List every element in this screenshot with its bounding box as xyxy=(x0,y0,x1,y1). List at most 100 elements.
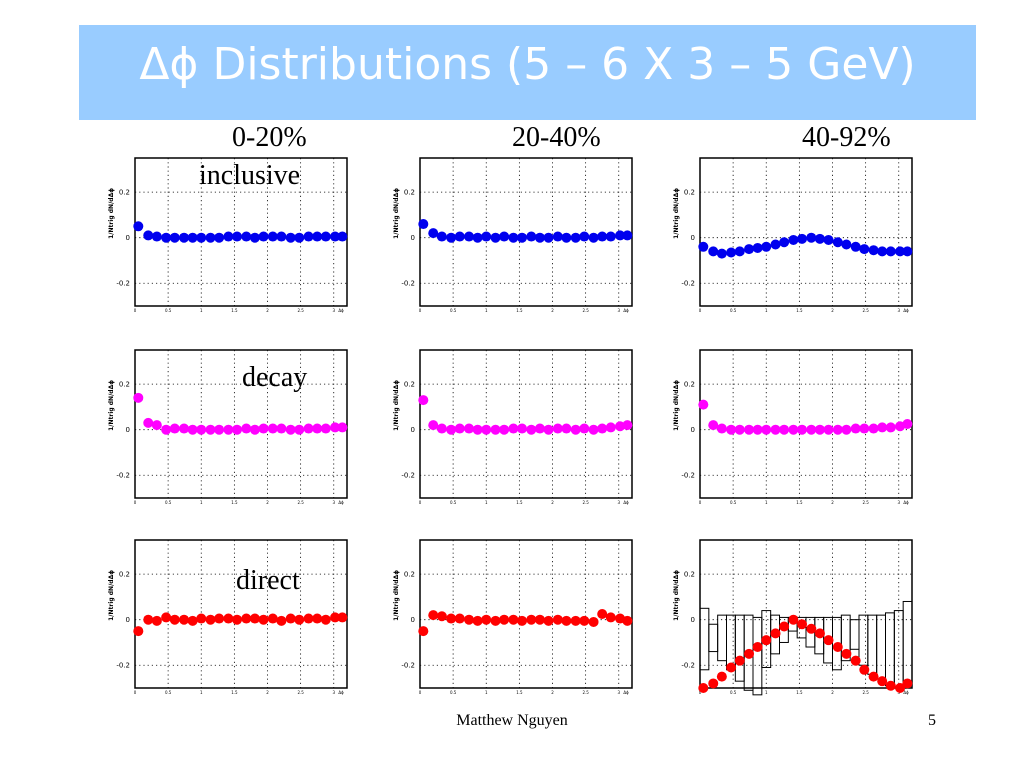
data-point xyxy=(885,680,896,691)
y-tick-label: -0.2 xyxy=(116,280,130,288)
x-tick-label: 1 xyxy=(200,308,203,313)
data-point xyxy=(294,424,305,435)
data-point xyxy=(779,621,790,632)
data-point xyxy=(337,422,348,433)
y-tick-label: 0 xyxy=(691,616,695,624)
data-point xyxy=(814,628,825,639)
data-point xyxy=(902,419,913,429)
x-tick-label: 1.5 xyxy=(231,500,238,505)
data-point xyxy=(622,230,633,241)
data-point xyxy=(877,422,888,433)
data-point xyxy=(752,424,763,435)
x-tick-label: 1 xyxy=(485,308,488,313)
x-axis-label: Δϕ xyxy=(338,690,344,695)
data-point xyxy=(561,423,572,434)
data-point xyxy=(543,424,554,435)
data-point xyxy=(517,423,528,434)
data-point xyxy=(161,232,172,243)
x-tick-label: 0 xyxy=(134,500,137,505)
data-point xyxy=(499,424,510,435)
data-point xyxy=(552,231,563,242)
data-point xyxy=(885,246,896,257)
data-point xyxy=(436,231,447,242)
data-point xyxy=(885,422,896,433)
plot-frame xyxy=(134,157,348,307)
data-point xyxy=(214,613,225,624)
data-point xyxy=(698,399,709,410)
data-point xyxy=(761,241,772,252)
data-point xyxy=(902,678,913,689)
data-point xyxy=(179,423,190,434)
x-tick-label: 1 xyxy=(200,690,203,695)
y-tick-label: 0.2 xyxy=(404,381,415,389)
data-point xyxy=(605,231,616,242)
data-point xyxy=(294,614,305,625)
x-tick-label: 2.5 xyxy=(862,500,869,505)
x-tick-label: 0.5 xyxy=(730,500,737,505)
y-tick-label: -0.2 xyxy=(116,472,130,480)
x-tick-label: 2 xyxy=(831,308,834,313)
data-point xyxy=(428,228,439,239)
data-point xyxy=(552,423,563,434)
data-point xyxy=(708,678,719,689)
data-point xyxy=(436,611,447,622)
y-tick-label: 0.2 xyxy=(684,189,695,197)
y-tick-label: 0 xyxy=(691,234,695,242)
data-point xyxy=(716,423,727,434)
data-point xyxy=(241,613,252,624)
data-point xyxy=(490,615,501,626)
y-axis-label: 1/Ntrig dN/dΔϕ xyxy=(393,188,400,239)
data-point xyxy=(734,424,745,435)
data-point xyxy=(303,231,314,242)
data-point xyxy=(267,423,278,434)
data-point xyxy=(605,612,616,623)
x-tick-label: 2 xyxy=(551,690,554,695)
data-point xyxy=(418,219,429,230)
data-point xyxy=(841,424,852,435)
plot-inclusive-0: 0 0.5 1 1.5 2 2.5 3 -0.2 0 0.2 1/Ntrig dN/dΔϕ Δϕ xyxy=(108,157,348,313)
data-point xyxy=(716,671,727,682)
data-point xyxy=(205,614,216,625)
data-point xyxy=(241,231,252,242)
data-point xyxy=(543,615,554,626)
data-point xyxy=(161,424,172,435)
data-point xyxy=(232,614,243,625)
data-point xyxy=(179,232,190,243)
data-point xyxy=(312,423,323,434)
y-tick-label: 0 xyxy=(411,426,415,434)
x-tick-label: 1 xyxy=(485,690,488,695)
data-point xyxy=(570,615,581,626)
data-point xyxy=(320,423,331,434)
y-tick-label: -0.2 xyxy=(681,662,695,670)
y-axis-label: 1/Ntrig dN/dΔϕ xyxy=(673,380,680,431)
data-point xyxy=(561,615,572,626)
data-point xyxy=(196,613,207,624)
data-point xyxy=(446,232,457,243)
y-tick-label: 0 xyxy=(411,234,415,242)
data-point xyxy=(788,614,799,625)
data-point xyxy=(508,232,519,243)
data-point xyxy=(337,612,348,623)
page-number: 5 xyxy=(928,712,936,729)
data-point xyxy=(133,626,144,637)
x-tick-label: 1.5 xyxy=(516,690,523,695)
data-point xyxy=(312,231,323,242)
data-point xyxy=(823,424,834,435)
data-point xyxy=(481,424,492,435)
x-tick-label: 2 xyxy=(831,500,834,505)
data-point xyxy=(454,423,465,434)
data-point xyxy=(902,246,913,257)
data-point xyxy=(770,628,781,639)
x-tick-label: 0.5 xyxy=(165,690,172,695)
column-label-40-92: 40-92% xyxy=(802,122,891,153)
data-point xyxy=(481,614,492,625)
data-point xyxy=(312,613,323,624)
data-point xyxy=(330,231,341,242)
data-point xyxy=(814,424,825,435)
data-point xyxy=(214,232,225,243)
data-point xyxy=(761,635,772,646)
data-point xyxy=(285,613,296,624)
y-axis-label: 1/Ntrig dN/dΔϕ xyxy=(108,380,115,431)
x-tick-label: 1 xyxy=(485,500,488,505)
plot-decay-1: 0 0.5 1 1.5 2 2.5 3 -0.2 0 0.2 1/Ntrig dN/dΔϕ Δϕ xyxy=(393,349,633,505)
